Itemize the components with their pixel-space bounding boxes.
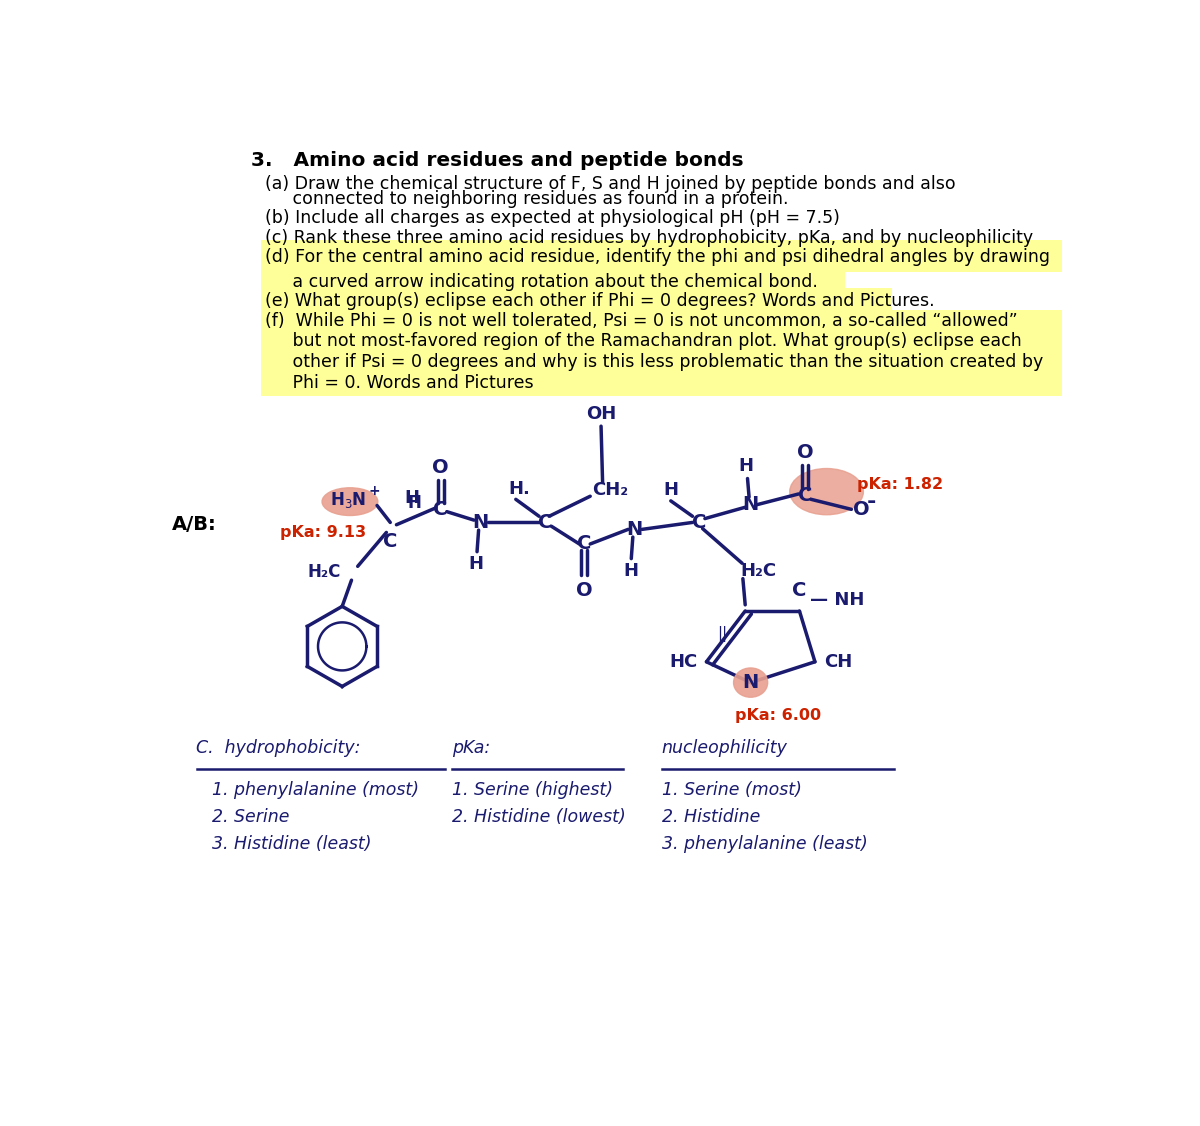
Text: C: C: [538, 513, 552, 531]
FancyBboxPatch shape: [260, 310, 1062, 396]
Text: — NH: — NH: [810, 591, 865, 609]
Text: but not most-favored region of the Ramachandran plot. What group(s) eclipse each: but not most-favored region of the Ramac…: [265, 332, 1021, 350]
Text: 2. Histidine (lowest): 2. Histidine (lowest): [452, 808, 626, 826]
FancyBboxPatch shape: [260, 288, 892, 312]
FancyBboxPatch shape: [260, 270, 845, 293]
Text: CH: CH: [824, 653, 852, 671]
Text: A/B:: A/B:: [172, 516, 216, 534]
Text: O: O: [853, 500, 870, 519]
Text: N: N: [743, 495, 758, 515]
Text: (d) For the central amino acid residue, identify the phi and psi dihedral angles: (d) For the central amino acid residue, …: [265, 248, 1050, 266]
Text: (f)  While Phi = 0 is not well tolerated, Psi = 0 is not uncommon, a so-called “: (f) While Phi = 0 is not well tolerated,…: [265, 312, 1018, 330]
Text: 1. phenylalanine (most): 1. phenylalanine (most): [212, 781, 419, 799]
Text: pKa:: pKa:: [452, 740, 491, 758]
Text: H$_3$N: H$_3$N: [330, 490, 366, 510]
Text: H₂C: H₂C: [307, 563, 341, 581]
Text: HC: HC: [668, 653, 697, 671]
Text: 2. Serine: 2. Serine: [212, 808, 289, 826]
Text: pKa: 6.00: pKa: 6.00: [734, 708, 821, 723]
Text: C: C: [383, 533, 397, 552]
Text: H: H: [407, 493, 421, 511]
Text: C: C: [691, 513, 706, 531]
Ellipse shape: [790, 468, 863, 515]
Text: N: N: [743, 673, 758, 692]
Text: H: H: [469, 555, 484, 573]
Text: 3. Histidine (least): 3. Histidine (least): [212, 835, 372, 854]
Text: (a) Draw the chemical structure of F, S and H joined by peptide bonds and also: (a) Draw the chemical structure of F, S …: [265, 175, 955, 193]
Text: other if Psi = 0 degrees and why is this less problematic than the situation cre: other if Psi = 0 degrees and why is this…: [265, 354, 1043, 372]
Ellipse shape: [322, 488, 378, 516]
Text: H.: H.: [508, 480, 530, 498]
Text: H: H: [664, 481, 679, 499]
Text: (e) What group(s) eclipse each other if Phi = 0 degrees? Words and Pictures.: (e) What group(s) eclipse each other if …: [265, 292, 935, 310]
Text: Phi = 0. Words and Pictures: Phi = 0. Words and Pictures: [265, 374, 533, 392]
Text: O: O: [797, 443, 814, 462]
Ellipse shape: [733, 668, 768, 697]
Text: C: C: [798, 486, 812, 504]
Text: H: H: [404, 489, 419, 507]
Text: ||: ||: [716, 626, 727, 642]
Text: N: N: [472, 513, 488, 531]
Text: H₂C: H₂C: [740, 562, 776, 580]
Text: C: C: [577, 535, 592, 554]
Text: C: C: [433, 500, 448, 519]
Text: C: C: [792, 581, 806, 600]
FancyBboxPatch shape: [260, 240, 1062, 272]
Text: 1. Serine (most): 1. Serine (most): [661, 781, 802, 799]
Text: 2. Histidine: 2. Histidine: [661, 808, 760, 826]
Text: a curved arrow indicating rotation about the chemical bond.: a curved arrow indicating rotation about…: [265, 274, 817, 292]
Text: C.  hydrophobicity:: C. hydrophobicity:: [197, 740, 361, 758]
Text: OH: OH: [586, 405, 616, 423]
Text: pKa: 1.82: pKa: 1.82: [857, 477, 943, 492]
Text: H: H: [623, 562, 638, 580]
Text: (b) Include all charges as expected at physiological pH (pH = 7.5): (b) Include all charges as expected at p…: [265, 209, 840, 227]
Text: nucleophilicity: nucleophilicity: [661, 740, 787, 758]
Text: +: +: [368, 484, 380, 498]
Text: N: N: [626, 520, 642, 539]
Text: O: O: [576, 581, 593, 600]
Text: 3.   Amino acid residues and peptide bonds: 3. Amino acid residues and peptide bonds: [251, 151, 743, 170]
Text: 3. phenylalanine (least): 3. phenylalanine (least): [661, 835, 868, 854]
Text: CH₂: CH₂: [592, 481, 628, 499]
Text: H: H: [738, 457, 754, 475]
Text: -: -: [866, 492, 876, 511]
Text: 1. Serine (highest): 1. Serine (highest): [452, 781, 613, 799]
Text: connected to neighboring residues as found in a protein.: connected to neighboring residues as fou…: [265, 190, 788, 208]
Text: (c) Rank these three amino acid residues by hydrophobicity, pKa, and by nucleoph: (c) Rank these three amino acid residues…: [265, 229, 1033, 247]
Text: O: O: [432, 458, 449, 477]
Text: pKa: 9.13: pKa: 9.13: [281, 525, 366, 540]
